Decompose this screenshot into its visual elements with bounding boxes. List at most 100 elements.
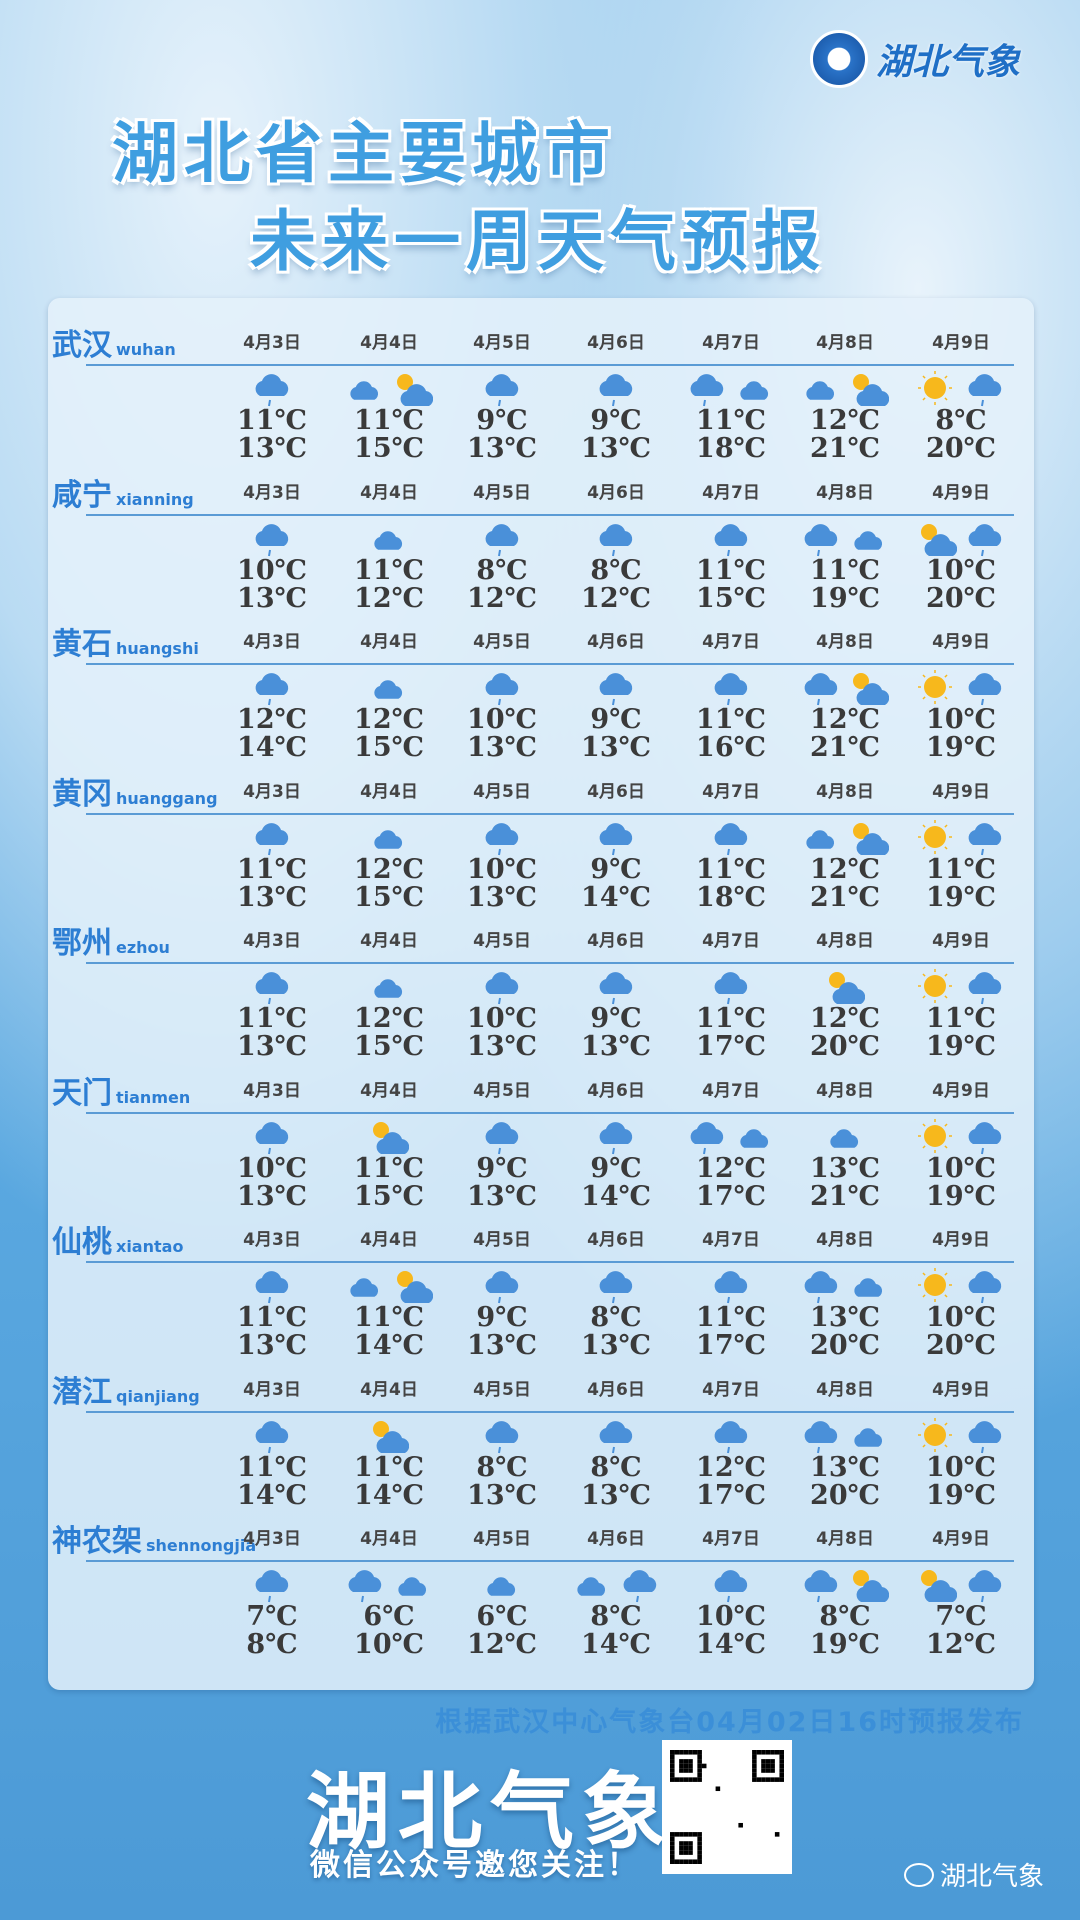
city-block-xiantao: 仙桃 xiantao 4月3日 11℃ 13℃ 4月4日 11℃ 14℃ 4月5日 9℃ 13℃ 4月…: [48, 1205, 1034, 1361]
cloud-icon: [350, 1278, 379, 1297]
logo: 湖北气象: [809, 30, 1020, 88]
high-temp: 19℃: [926, 732, 996, 763]
high-temp: 12℃: [354, 582, 424, 614]
weather-icons: [561, 368, 671, 412]
rain-icon: [485, 822, 519, 855]
rain-icon: [485, 1420, 519, 1453]
sun-icon: [918, 1268, 952, 1302]
rain-icon: [804, 673, 838, 706]
high-temp: 19℃: [810, 1629, 880, 1660]
rain-icon: [255, 673, 289, 706]
low-temp: 9℃: [476, 1302, 528, 1333]
weather-icons: [447, 368, 557, 412]
date-label: 4月4日: [360, 1080, 418, 1101]
weather-icons: [906, 817, 1016, 861]
rain-icon: [255, 1271, 289, 1304]
sun-icon: [918, 670, 952, 704]
low-temp: 7℃: [935, 1601, 987, 1632]
date-label: 4月4日: [360, 1230, 418, 1250]
weather-icons: [561, 667, 671, 711]
date-label: 4月4日: [360, 482, 418, 503]
divider: [86, 663, 1014, 665]
divider: [86, 962, 1014, 964]
divider: [86, 364, 1014, 366]
sun-cloud-icon: [921, 1570, 957, 1602]
rain-icon: [690, 374, 724, 407]
sun-icon: [918, 1417, 952, 1452]
low-temp: 10℃: [926, 1451, 996, 1483]
high-temp: 21℃: [810, 433, 880, 464]
city-block-wuhan: 武汉 wuhan 4月3日 11℃ 13℃ 4月4日 11℃ 15℃ 4月5日 9℃ 13℃ 4月6日…: [48, 308, 1034, 464]
date-label: 4月7日: [702, 1379, 760, 1400]
weather-icons: [447, 966, 557, 1010]
low-temp: 10℃: [696, 1601, 766, 1632]
sun-cloud-icon: [397, 1271, 433, 1303]
date-label: 4月8日: [816, 482, 874, 503]
rain-icon: [714, 1570, 748, 1603]
city-pinyin: wuhan: [116, 340, 176, 359]
rain-icon: [485, 972, 519, 1005]
sun-cloud-icon: [853, 822, 889, 855]
rain-icon: [255, 1570, 289, 1603]
weather-icons: [676, 518, 786, 562]
rain-icon: [804, 523, 838, 556]
weather-icons: [561, 1265, 671, 1309]
city-name-cn: 黄石: [52, 627, 112, 662]
low-temp: 12℃: [237, 704, 307, 735]
low-temp: 9℃: [590, 704, 642, 735]
high-temp: 20℃: [810, 1031, 880, 1062]
rain-icon: [255, 523, 289, 556]
date-label: 4月7日: [702, 1529, 760, 1549]
rain-icon: [599, 523, 633, 556]
date-label: 4月3日: [243, 333, 301, 353]
low-temp: 11℃: [696, 405, 766, 436]
date-label: 4月9日: [932, 1230, 990, 1250]
date-label: 4月5日: [473, 931, 531, 951]
city-name-cn: 黄冈: [52, 776, 112, 812]
divider: [86, 1560, 1014, 1562]
sun-icon: [918, 371, 952, 405]
weather-icons: [217, 368, 327, 412]
high-temp: 15℃: [354, 1031, 424, 1062]
high-temp: 18℃: [696, 433, 766, 464]
rain-icon: [968, 822, 1002, 855]
city-pinyin: qianjiang: [116, 1386, 200, 1406]
weather-icons: [447, 1564, 557, 1608]
low-temp: 10℃: [467, 1003, 537, 1034]
high-temp: 13℃: [237, 1330, 307, 1361]
low-temp: 11℃: [354, 554, 424, 586]
low-temp: 9℃: [590, 853, 642, 885]
date-label: 4月8日: [816, 333, 874, 353]
weather-icons: [334, 368, 444, 412]
weather-icons: [906, 1116, 1016, 1160]
cloud-icon: [806, 829, 835, 849]
rain-icon: [599, 1420, 633, 1453]
weather-icons: [906, 1564, 1016, 1608]
city-name-cn: 咸宁: [52, 477, 112, 513]
low-temp: 13℃: [810, 1451, 880, 1483]
sun-icon: [918, 969, 952, 1003]
qr-code[interactable]: [662, 1740, 792, 1874]
low-temp: 11℃: [810, 554, 880, 586]
low-temp: 13℃: [810, 1152, 880, 1184]
high-temp: 15℃: [696, 582, 766, 614]
date-label: 4月5日: [473, 1230, 531, 1250]
weather-icons: [561, 1415, 671, 1459]
city-name-cn: 仙桃: [52, 1225, 112, 1260]
weather-icons: [217, 966, 327, 1010]
logo-text: 湖北气象: [875, 42, 1020, 83]
date-label: 4月8日: [816, 1230, 874, 1250]
high-temp: 13℃: [467, 1031, 537, 1062]
high-temp: 8℃: [246, 1629, 298, 1660]
city-name-cn: 潜江: [52, 1374, 112, 1410]
high-temp: 13℃: [237, 1180, 307, 1212]
weather-icons: [561, 966, 671, 1010]
low-temp: 9℃: [590, 1003, 642, 1034]
divider: [86, 1261, 1014, 1263]
low-temp: 11℃: [237, 1003, 307, 1034]
wechat-icon: [903, 1862, 934, 1887]
rain-icon: [714, 1420, 748, 1453]
low-temp: 12℃: [696, 1152, 766, 1184]
date-label: 4月5日: [473, 333, 531, 353]
weather-icons: [561, 817, 671, 861]
